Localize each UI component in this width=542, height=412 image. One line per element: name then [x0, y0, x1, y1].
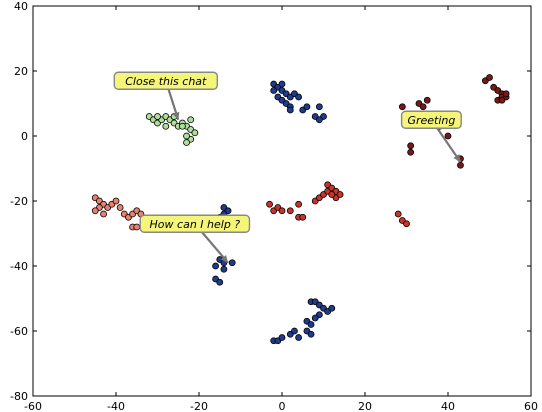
data-point: [295, 93, 303, 101]
data-point: [295, 200, 303, 208]
data-point: [162, 122, 170, 130]
x-tick-label: 60: [524, 400, 538, 412]
data-point: [315, 116, 323, 124]
data-point: [112, 197, 120, 205]
data-point: [178, 122, 186, 130]
x-tick-label: 0: [279, 400, 286, 412]
data-point: [336, 191, 344, 198]
data-point: [266, 200, 273, 208]
data-point: [299, 213, 307, 221]
data-point: [419, 103, 427, 111]
data-point: [91, 207, 99, 215]
data-point: [183, 139, 190, 146]
data-point: [315, 103, 323, 111]
data-point: [307, 321, 315, 328]
annotation-box: [113, 71, 219, 90]
data-point: [270, 87, 278, 94]
data-point: [187, 116, 195, 124]
annotation-box: [139, 214, 251, 233]
data-point: [328, 191, 336, 198]
data-point: [183, 132, 190, 140]
data-point: [291, 327, 298, 335]
y-tick-label: 40: [14, 0, 28, 13]
data-point: [307, 330, 315, 338]
y-tick-label: 0: [21, 130, 28, 143]
x-tick-label: -20: [190, 400, 208, 412]
data-point: [154, 113, 161, 120]
annotation-box: [400, 110, 462, 129]
data-point: [220, 265, 228, 273]
data-point: [212, 262, 220, 270]
data-point: [394, 210, 402, 218]
y-tick-label: -20: [10, 195, 28, 208]
data-point: [133, 223, 141, 231]
data-point: [311, 314, 319, 322]
data-point: [398, 103, 406, 111]
annotation-label: Close this chat: [125, 75, 207, 88]
data-point: [116, 204, 124, 211]
data-point: [486, 74, 493, 81]
data-point: [407, 148, 415, 156]
annotation-label: Greeting: [407, 114, 455, 127]
data-point: [286, 207, 294, 215]
data-point: [278, 80, 286, 88]
data-point: [423, 96, 431, 104]
x-tick-label: 20: [358, 400, 372, 412]
y-tick-label: -60: [10, 325, 28, 338]
data-point: [278, 334, 286, 341]
y-tick-label: 20: [14, 65, 28, 78]
data-point: [286, 106, 294, 114]
data-point: [502, 90, 510, 98]
data-point: [228, 259, 236, 267]
y-tick-label: -40: [10, 260, 28, 273]
data-point: [303, 103, 311, 111]
data-points: [91, 74, 510, 345]
data-point: [498, 96, 506, 104]
data-point: [191, 129, 199, 137]
data-point: [295, 334, 303, 341]
data-point: [407, 142, 415, 150]
data-point: [444, 132, 452, 140]
annotation-arrowhead: [453, 154, 461, 162]
x-tick-label: -60: [24, 400, 42, 412]
data-point: [278, 207, 286, 215]
data-point: [100, 210, 107, 218]
data-point: [328, 304, 336, 312]
data-point: [457, 161, 464, 169]
x-tick-label: 40: [441, 400, 455, 412]
annotation-label: How can I help ?: [150, 218, 241, 231]
y-tick-label: -80: [10, 390, 28, 403]
data-point: [403, 220, 410, 228]
annotation-arrowhead: [220, 255, 229, 263]
data-point: [216, 278, 224, 286]
annotations: Close this chat Greeting How can I help ?: [113, 71, 462, 264]
annotation-arrowhead: [172, 111, 180, 120]
x-tick-label: -40: [107, 400, 125, 412]
